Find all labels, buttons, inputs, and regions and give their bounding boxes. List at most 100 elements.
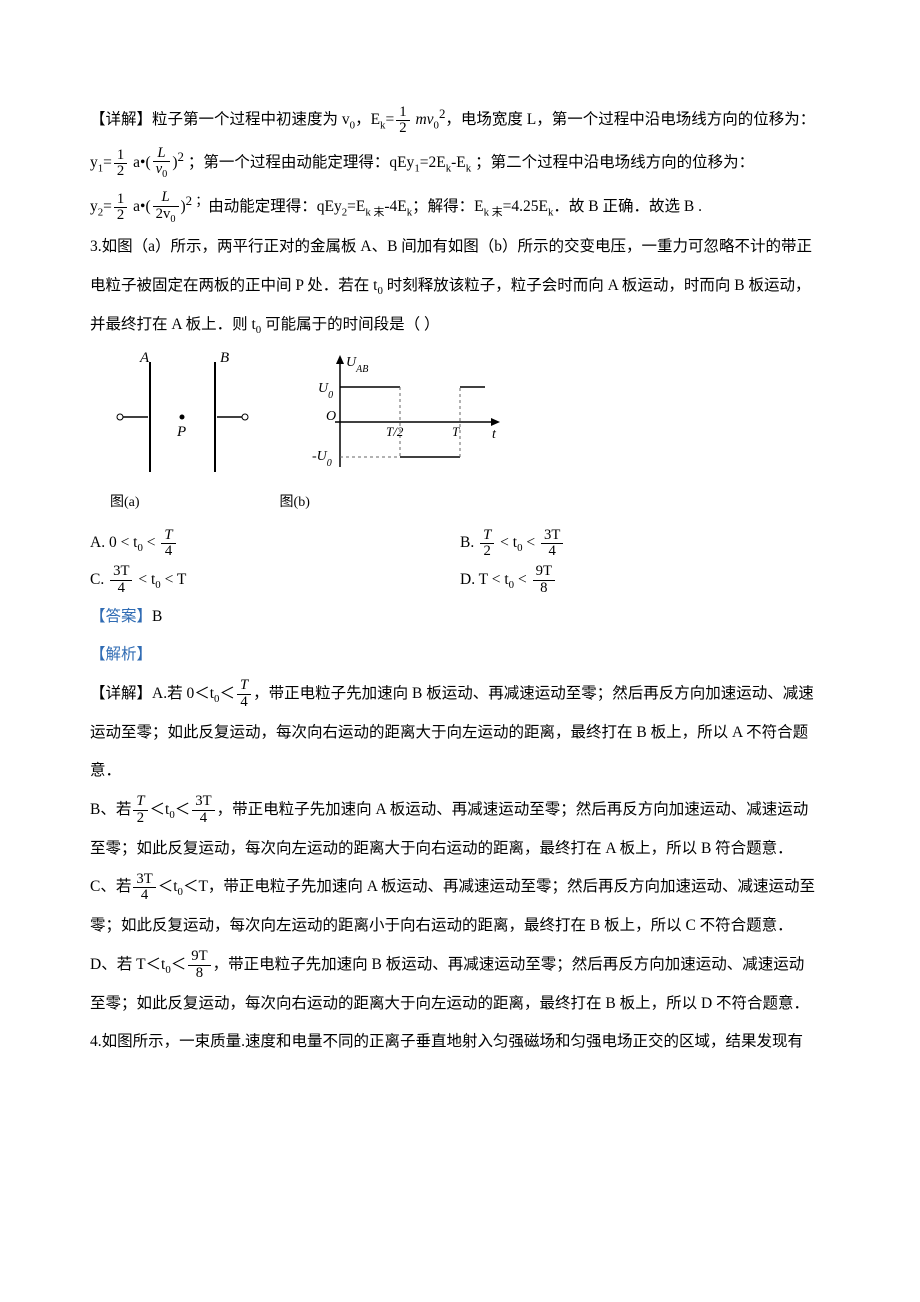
fraction: 3T4 [133,872,155,904]
text: ，带正电粒子先加速向 B 板运动、再减速运动至零；然后再反方向加速运动、减速 [253,685,814,702]
numerator: 9T [533,564,555,580]
text: < [523,534,540,551]
origin: O [326,409,336,424]
q3-line3: 并最终打在 A 板上．则 t0 可能属于的时间段是（ ） [90,309,830,342]
text: ．故 B 正确．故选 B . [553,198,702,215]
text: = [103,198,112,215]
text: ，E [355,111,380,128]
numerator: 1 [114,148,127,164]
text: < [143,534,160,551]
figure-b-svg: UAB U0 O -U0 T/2 T t [310,352,510,482]
options-grid: A. 0 < t0 < T4 B. T2 < t0 < 3T4 C. 3T4 <… [90,525,830,599]
fraction: 12 [114,148,127,180]
denominator: 2v0 [153,207,179,226]
text: < t [496,534,517,551]
numerator: 1 [114,192,127,208]
numerator: T [161,528,175,544]
fraction: 3T4 [110,564,132,596]
numerator: 1 [396,105,409,121]
denominator: 8 [533,581,555,596]
detail-para-2: y1=12 a•(Lv0)2 ；第一个过程由动能定理得：qEy1=2Ek-Ek … [90,143,830,181]
text: < [514,571,531,588]
fraction: 9T8 [533,564,555,596]
3T: 3T [195,793,211,809]
text: < T [161,571,187,588]
text: ＜ [175,801,191,818]
text: ＜T，带正电粒子先加速向 A 板运动、再减速运动至零；然后再反方向加速运动、减速… [183,878,815,895]
text: 时刻释放该粒子，粒子会时而向 A 板运动，时而向 B 板运动， [383,277,811,294]
detail-para-1: 【详解】粒子第一个过程中初速度为 v0，Ek=12 mv02，电场宽度 L，第一… [90,100,830,137]
numerator: T [237,678,251,694]
numerator: 3T [192,794,214,810]
caption-b: 图(b) [280,488,310,517]
caption-a: 图(a) [110,488,140,517]
fraction: 12 [396,105,409,137]
3T: 3T [136,871,152,887]
L: L [161,189,169,205]
detail-C-2: 零；如此反复运动，每次向左运动的距离小于向右运动的距离，最终打在 B 板上，所以… [90,910,830,943]
text: ，电场宽度 L，第一个过程中沿电场线方向的位移为： [445,111,815,128]
option-D: D. T < t0 < 9T8 [460,562,830,599]
answer-line: 【答案】B [90,601,830,634]
mv: mv [412,111,434,128]
fraction: T4 [237,678,251,710]
denominator: v0 [153,162,171,181]
numerator: 9T [188,949,210,965]
sub: k 末 [365,206,384,218]
analysis-label: 【解析】 [90,646,152,663]
denominator: 4 [110,581,132,596]
fraction: 3T4 [192,794,214,826]
text: B、若 [90,801,131,818]
detail-A-1: 【详解】A.若 0＜t0＜T4，带正电粒子先加速向 B 板运动、再减速运动至零；… [90,678,830,711]
fraction: 9T8 [188,949,210,981]
text: 由动能定理得：qEy [208,198,341,215]
detail-A-2: 运动至零；如此反复运动，每次向右运动的距离大于向左运动的距离，最终打在 B 板上… [90,717,830,750]
q3-line1: 3.如图（a）所示，两平行正对的金属板 A、B 间加有如图（b）所示的交变电压，… [90,231,830,264]
T: T [483,527,491,543]
figure-captions: 图(a) 图(b) [110,488,830,517]
text: 电粒子被固定在两板的正中间 P 处．若在 t [90,277,377,294]
sub: 0 [434,119,439,131]
text: 【详解】A.若 0＜t [90,685,214,702]
text: D. T < t [460,571,509,588]
analysis-label-line: 【解析】 [90,639,830,672]
xtick2: T [452,424,460,439]
T: T [240,677,248,693]
fraction: 3T4 [541,528,563,560]
label-B: B [220,352,229,366]
fraction: T2 [133,794,147,826]
numerator: L [153,146,171,162]
answer-value: B [152,608,162,625]
text: a•( [129,198,150,215]
text: a•( [129,154,150,171]
xlabel: t [492,427,497,442]
text: ，带正电粒子先加速向 B 板运动、再减速运动至零；然后再反方向加速运动、减速运动 [213,956,805,973]
denominator: 2 [114,208,127,223]
label-A: A [139,352,150,366]
text: ＜ [171,956,187,973]
text: ，带正电粒子先加速向 A 板运动、再减速运动至零；然后再反方向加速运动、减速运动 [217,801,809,818]
fraction: T2 [480,528,494,560]
denominator: 2 [396,121,409,136]
3T: 3T [113,563,129,579]
3T: 3T [544,527,560,543]
text: = [385,111,394,128]
detail-D-2: 至零；如此反复运动，每次向右运动的距离大于向左运动的距离，最终打在 B 板上，所… [90,988,830,1021]
sub: 0 [162,169,167,180]
text: = [103,154,112,171]
text: 【详解】粒子第一个过程中初速度为 v [90,111,350,128]
text: B. [460,534,478,551]
q4-line: 4.如图所示，一束质量.速度和电量不同的正离子垂直地射入匀强磁场和匀强电场正交的… [90,1026,830,1059]
fraction: 12 [114,192,127,224]
text: < t [134,571,155,588]
denominator: 4 [541,544,563,559]
y-lo: -U0 [312,449,332,469]
denominator: 2 [133,811,147,826]
numerator: 3T [541,528,563,544]
text: y [90,154,98,171]
numerator: T [480,528,494,544]
sub: k 末 [484,206,503,218]
figure-a-svg: A B P [110,352,260,482]
text: ＜ [219,685,235,702]
text: 可能属于的时间段是（ ） [261,316,439,333]
